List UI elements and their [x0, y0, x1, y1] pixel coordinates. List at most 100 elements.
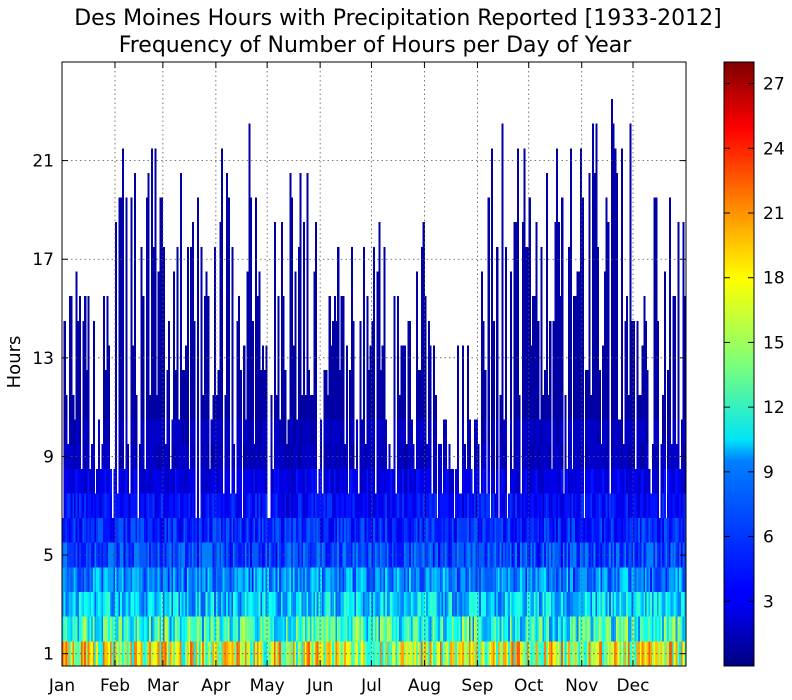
heatmap-cell: [68, 641, 71, 666]
heatmap-cell: [451, 518, 454, 568]
heatmap-cell: [337, 518, 340, 543]
heatmap-cell: [614, 419, 617, 469]
heatmap-cell: [651, 493, 654, 543]
heatmap-cell: [156, 419, 159, 469]
heatmap-cell: [350, 641, 353, 666]
heatmap-cell: [646, 616, 649, 642]
heatmap-cell: [248, 592, 251, 617]
heatmap-cell: [294, 592, 297, 617]
heatmap-cell: [443, 468, 446, 494]
heatmap-cell: [537, 419, 540, 445]
heatmap-cell: [285, 468, 289, 494]
heatmap-cell: [432, 616, 436, 642]
heatmap-cell: [378, 641, 381, 666]
heatmap-cell: [475, 592, 478, 617]
heatmap-cell: [226, 172, 229, 420]
heatmap-cell: [308, 518, 311, 543]
heatmap-cell: [303, 592, 306, 617]
heatmap-cell: [200, 419, 203, 469]
heatmap-cell: [523, 419, 526, 469]
heatmap-cell: [679, 567, 682, 593]
heatmap-cell: [460, 493, 463, 519]
heatmap-cell: [188, 567, 191, 617]
heatmap-cell: [84, 616, 87, 642]
heatmap-cell: [244, 542, 247, 568]
heatmap-cell: [532, 419, 535, 445]
heatmap-cell: [167, 592, 171, 617]
heatmap-cell: [238, 567, 241, 593]
heatmap-cell: [614, 616, 617, 642]
heatmap-cell: [663, 616, 666, 642]
heatmap-cell: [631, 444, 634, 469]
heatmap-cell: [262, 567, 265, 593]
heatmap-cell: [323, 419, 326, 494]
heatmap-cell: [610, 493, 613, 519]
heatmap-cell: [132, 567, 135, 593]
heatmap-cell: [115, 493, 118, 519]
heatmap-cell: [658, 518, 661, 543]
heatmap-cell: [227, 419, 230, 469]
heatmap-cell: [262, 542, 265, 568]
heatmap-cell: [77, 518, 80, 543]
heatmap-cell: [265, 419, 268, 494]
heatmap-cell: [658, 542, 661, 568]
heatmap-cell: [335, 419, 338, 445]
heatmap-cell: [232, 592, 236, 642]
heatmap-cell: [489, 518, 492, 568]
heatmap-cell: [463, 518, 466, 543]
heatmap-cell: [137, 592, 140, 617]
heatmap-cell: [381, 567, 384, 593]
heatmap-cell: [214, 419, 217, 469]
heatmap-cell: [458, 592, 461, 617]
heatmap-cell: [438, 567, 441, 593]
heatmap-cell: [506, 518, 509, 543]
heatmap-cell: [277, 468, 280, 494]
heatmap-cell: [154, 518, 157, 543]
heatmap-cell: [224, 394, 227, 445]
heatmap-cell: [439, 444, 442, 494]
heatmap-cell: [73, 542, 77, 568]
heatmap-cell: [474, 641, 477, 666]
heatmap-cell: [161, 419, 164, 445]
heatmap-cell: [193, 592, 196, 617]
heatmap-cell: [429, 518, 432, 543]
heatmap-cell: [530, 592, 533, 617]
heatmap-cell: [593, 518, 596, 543]
heatmap-cell: [527, 616, 530, 642]
heatmap-cell: [612, 567, 615, 617]
heatmap-cell: [371, 468, 374, 494]
heatmap-cell: [409, 592, 412, 617]
heatmap-cell: [179, 493, 183, 543]
heatmap-cell: [509, 592, 512, 617]
heatmap-cell: [72, 592, 75, 617]
heatmap-cell: [108, 592, 111, 617]
heatmap-cell: [291, 518, 294, 543]
heatmap-cell: [362, 518, 365, 568]
heatmap-cell: [576, 641, 579, 666]
heatmap-cell: [463, 468, 466, 494]
heatmap-cell: [516, 493, 519, 519]
heatmap-cell: [378, 567, 381, 617]
heatmap-cell: [352, 468, 355, 494]
heatmap-cell: [299, 468, 302, 494]
heatmap-cell: [203, 592, 206, 617]
heatmap-cell: [140, 592, 143, 617]
heatmap-cell: [277, 616, 280, 642]
heatmap-cell: [561, 419, 564, 445]
heatmap-cell: [571, 493, 574, 519]
heatmap-cell: [68, 542, 71, 568]
heatmap-cell: [566, 567, 569, 593]
heatmap-cell: [191, 419, 194, 469]
heatmap-cell: [73, 493, 77, 519]
heatmap-cell: [289, 641, 292, 666]
heatmap-cell: [333, 616, 336, 642]
heatmap-cell: [246, 493, 249, 519]
heatmap-cell: [460, 616, 463, 642]
heatmap-cell: [202, 394, 205, 420]
heatmap-cell: [383, 518, 386, 543]
heatmap-cell: [515, 592, 518, 617]
heatmap-cell: [402, 616, 405, 642]
heatmap-cell: [193, 444, 196, 469]
x-tick-label: Feb: [100, 676, 130, 696]
heatmap-cell: [629, 518, 632, 543]
